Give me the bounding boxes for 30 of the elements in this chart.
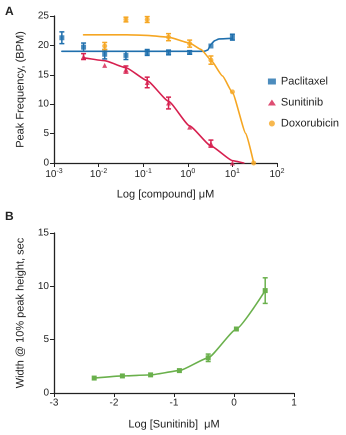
x-tick-label: 1 (291, 398, 298, 408)
y-axis-title: Width @ 10% peak height, sec (14, 237, 26, 388)
y-tick-label: 5 (43, 128, 50, 140)
y-tick-label: 0 (43, 388, 50, 398)
y-tick-label: 25 (38, 10, 50, 22)
point (262, 288, 268, 294)
point (120, 373, 125, 378)
legend-label: Sunitinib (280, 96, 324, 108)
point (234, 326, 239, 332)
x-tick-label: -1 (170, 398, 179, 408)
x-tick-label: -2 (110, 398, 119, 408)
legend-label: Doxorubicin (280, 118, 340, 130)
point (92, 376, 97, 381)
point (176, 368, 182, 374)
point (148, 372, 154, 378)
y-tick-label: 0 (43, 158, 50, 168)
y-axis-title: Peak Frequency, (BPM) (14, 31, 26, 148)
x-axis-title: Log [Sunitinib] μM (128, 418, 220, 430)
x-axis-title: Log [compound] μM (116, 188, 214, 200)
chart-title: B (5, 209, 14, 223)
x-tick-label: 0 (231, 398, 238, 408)
y-tick-label: 15 (38, 69, 50, 80)
x-tick-label: -3 (50, 398, 59, 408)
legend-label: Paclitaxel (280, 76, 328, 88)
y-tick-label: 10 (38, 280, 50, 292)
chart-title: A (5, 4, 14, 18)
y-tick-label: 5 (43, 334, 50, 346)
y-tick-label: 20 (38, 40, 50, 51)
y-tick-label: 10 (38, 98, 50, 110)
y-tick-label: 15 (38, 228, 50, 238)
